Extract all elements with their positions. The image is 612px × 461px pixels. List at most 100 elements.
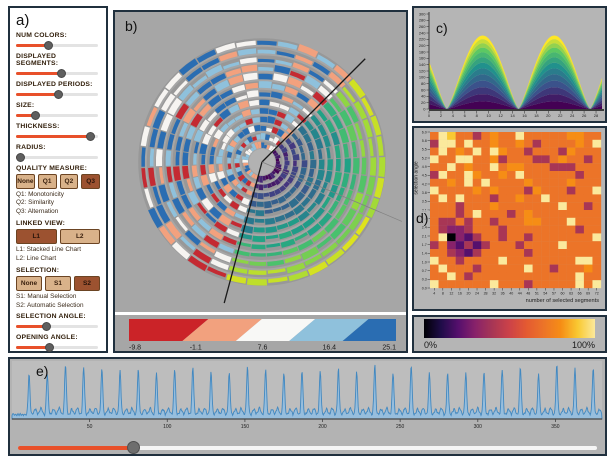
svg-text:3.8: 3.8 <box>422 191 427 195</box>
slider-label-displayed-segments: DISPLAYED SEGMENTS: <box>16 52 59 67</box>
slider-selection-angle[interactable] <box>16 322 98 332</box>
svg-text:28: 28 <box>484 292 488 296</box>
svg-text:5.5: 5.5 <box>422 148 427 152</box>
slider-handle-num-colors[interactable] <box>43 40 53 50</box>
svg-text:0.0: 0.0 <box>422 286 427 290</box>
slider-label-opening-angle: OPENING ANGLE: <box>16 334 78 342</box>
svg-text:150: 150 <box>241 424 250 430</box>
svg-text:12: 12 <box>449 292 453 296</box>
svg-text:280: 280 <box>419 18 426 23</box>
group-heading-quality-measure: QUALITY MEASURE: <box>16 164 88 172</box>
svg-text:36: 36 <box>501 292 505 296</box>
svg-text:51: 51 <box>535 292 539 296</box>
slider-fill-num-colors <box>16 43 49 47</box>
svg-text:6.0: 6.0 <box>422 130 427 134</box>
sidebar-content: NUM COLORS: DISPLAYED SEGMENTS: DISPLAYED … <box>15 32 100 353</box>
slider-size[interactable] <box>16 110 98 120</box>
panel-e-label: e) <box>36 363 49 379</box>
svg-text:20: 20 <box>466 292 470 296</box>
slider-num-colors[interactable] <box>16 40 98 50</box>
radial-heatmap-chart[interactable] <box>115 12 406 312</box>
svg-text:0: 0 <box>423 106 426 111</box>
panel-b-separator <box>115 312 406 315</box>
svg-text:5.8: 5.8 <box>422 139 427 143</box>
svg-text:6: 6 <box>464 113 467 118</box>
svg-text:5.2: 5.2 <box>422 156 427 160</box>
svg-text:12: 12 <box>498 113 503 118</box>
slider-fill-size <box>16 113 36 117</box>
selection-button-s1[interactable]: S1 <box>45 276 71 292</box>
svg-text:0.3: 0.3 <box>422 278 427 282</box>
quality-measure-button-q3[interactable]: Q3 <box>81 173 100 189</box>
slider-handle-opening-angle[interactable] <box>45 343 55 353</box>
svg-text:2.4: 2.4 <box>422 226 427 230</box>
panel-a-label: a) <box>16 12 30 29</box>
heatmap-colorbar: 0% 100% <box>414 317 605 356</box>
svg-text:60: 60 <box>421 87 426 92</box>
quality-measure-button-none[interactable]: None <box>16 173 35 189</box>
svg-text:40: 40 <box>509 292 513 296</box>
svg-text:50: 50 <box>87 424 93 430</box>
group-note-linked-view-0: L1: Stacked Line Chart <box>16 246 82 254</box>
svg-text:44: 44 <box>518 292 522 296</box>
slider-label-size: SIZE: <box>16 101 35 109</box>
svg-text:1.0: 1.0 <box>422 260 427 264</box>
slider-handle-displayed-periods[interactable] <box>53 89 63 99</box>
svg-text:7.6: 7.6 <box>258 345 268 352</box>
button-group-linked-view: L1 L2 <box>16 229 100 245</box>
slider-displayed-segments[interactable] <box>16 68 98 78</box>
slider-handle-thickness[interactable] <box>86 131 96 141</box>
group-note-selection-1: S2: Automatic Selection <box>16 302 84 310</box>
svg-text:100%: 100% <box>572 340 595 350</box>
time-range-slider-fill <box>18 446 134 450</box>
time-range-slider-track[interactable] <box>18 446 597 450</box>
selection-button-s2[interactable]: S2 <box>74 276 100 292</box>
slider-handle-displayed-segments[interactable] <box>56 68 66 78</box>
svg-text:14: 14 <box>510 113 515 118</box>
selection-button-none[interactable]: None <box>16 276 42 292</box>
time-series-line-chart[interactable]: 50 100 150 200 250 300 350 <box>10 359 605 439</box>
svg-text:120: 120 <box>419 68 426 73</box>
svg-text:24: 24 <box>475 292 479 296</box>
svg-text:240: 240 <box>419 30 426 35</box>
svg-text:350: 350 <box>551 424 560 430</box>
svg-text:4.2: 4.2 <box>422 182 427 186</box>
stacked-line-chart-panel: c) 0 20 40 60 80 100 120 140 160 180 200 220 240 260 2… <box>412 6 607 123</box>
quality-measure-button-q2[interactable]: Q2 <box>59 173 79 189</box>
svg-text:48: 48 <box>526 292 530 296</box>
svg-text:26: 26 <box>582 113 587 118</box>
slider-handle-selection-angle[interactable] <box>42 322 52 332</box>
svg-text:16: 16 <box>522 113 527 118</box>
linked-view-button-l2[interactable]: L2 <box>59 229 100 245</box>
svg-text:0.7: 0.7 <box>422 269 427 273</box>
slider-label-radius: RADIUS: <box>16 143 46 151</box>
slider-fill-thickness <box>16 134 92 138</box>
svg-text:1.7: 1.7 <box>422 243 427 247</box>
slider-displayed-periods[interactable] <box>16 89 98 99</box>
quality-heatmap-chart[interactable]: 6.05.85.55.24.94.54.23.83.53.12.82.42.11… <box>414 128 605 314</box>
svg-text:16.4: 16.4 <box>322 345 336 352</box>
slider-opening-angle[interactable] <box>16 343 98 353</box>
svg-text:0%: 0% <box>424 340 437 350</box>
svg-text:28: 28 <box>594 113 599 118</box>
svg-text:0: 0 <box>428 113 431 118</box>
svg-text:20: 20 <box>546 113 551 118</box>
time-range-slider-handle[interactable] <box>126 441 140 454</box>
slider-handle-size[interactable] <box>30 110 40 120</box>
svg-text:80: 80 <box>421 81 426 86</box>
quality-measure-button-q1[interactable]: Q1 <box>37 173 57 189</box>
slider-handle-radius[interactable] <box>15 152 25 162</box>
time-range-slider[interactable] <box>18 440 597 456</box>
button-group-selection: None S1 S2 <box>16 276 100 292</box>
slider-fill-displayed-periods <box>16 92 59 96</box>
svg-text:100: 100 <box>163 424 172 430</box>
slider-radius[interactable] <box>15 152 98 162</box>
svg-text:4: 4 <box>452 113 455 118</box>
svg-text:1.4: 1.4 <box>422 252 427 256</box>
svg-text:10: 10 <box>486 113 491 118</box>
linked-view-button-l1[interactable]: L1 <box>16 229 57 245</box>
group-note-quality-measure-0: Q1: Monotonicity <box>16 190 64 198</box>
svg-text:4.9: 4.9 <box>422 165 427 169</box>
slider-fill-opening-angle <box>16 346 51 350</box>
slider-thickness[interactable] <box>16 131 98 141</box>
